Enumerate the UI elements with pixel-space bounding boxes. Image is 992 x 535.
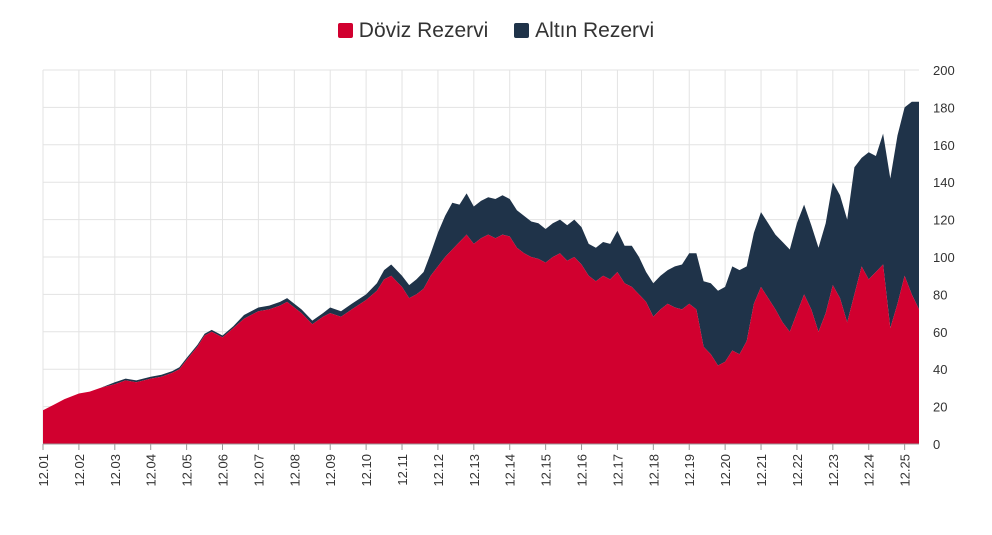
x-tick-label-9: 12.10 <box>359 454 374 487</box>
x-tick-label-13: 12.14 <box>503 454 518 487</box>
x-tick-label-24: 12.25 <box>898 454 913 487</box>
x-tick-label-8: 12.09 <box>323 454 338 487</box>
y-tick-label-4: 80 <box>933 287 947 302</box>
chart-legend: Döviz Rezervi Altın Rezervi <box>0 19 992 43</box>
x-tick-label-2: 12.03 <box>108 454 123 487</box>
x-tick-label-12: 12.13 <box>467 454 482 487</box>
y-tick-label-6: 120 <box>933 213 955 228</box>
x-tick-label-10: 12.11 <box>395 454 410 486</box>
legend-label-altin: Altın Rezervi <box>535 19 655 43</box>
y-tick-label-10: 200 <box>933 63 955 78</box>
x-tick-label-0: 12.01 <box>36 454 51 487</box>
y-tick-label-7: 140 <box>933 175 955 190</box>
x-tick-label-5: 12.06 <box>216 454 231 487</box>
x-tick-label-4: 12.05 <box>180 454 195 487</box>
x-tick-label-7: 12.08 <box>287 454 302 487</box>
area-altin-rezervi <box>43 101 919 411</box>
x-tick-label-3: 12.04 <box>144 454 159 487</box>
legend-swatch-altin <box>514 23 530 39</box>
x-tick-label-17: 12.18 <box>646 454 661 487</box>
x-tick-label-6: 12.07 <box>251 454 266 487</box>
x-tick-label-1: 12.02 <box>72 454 87 487</box>
x-tick-label-18: 12.19 <box>682 454 697 487</box>
y-tick-label-9: 180 <box>933 100 955 115</box>
x-tick-label-11: 12.12 <box>431 454 446 487</box>
y-tick-label-3: 60 <box>933 325 947 340</box>
x-tick-label-14: 12.15 <box>539 454 554 487</box>
x-tick-label-20: 12.21 <box>754 454 769 487</box>
x-tick-label-22: 12.23 <box>826 454 841 487</box>
y-tick-label-2: 40 <box>933 362 947 377</box>
y-tick-label-5: 100 <box>933 250 955 265</box>
x-tick-label-19: 12.20 <box>718 454 733 487</box>
y-tick-label-1: 20 <box>933 400 947 415</box>
x-tick-label-21: 12.22 <box>790 454 805 487</box>
x-tick-label-23: 12.24 <box>862 454 877 487</box>
legend-item-doviz[interactable]: Döviz Rezervi <box>337 19 489 43</box>
legend-swatch-doviz <box>337 23 353 39</box>
x-tick-label-16: 12.17 <box>610 454 625 487</box>
area-doviz-rezervi <box>43 234 919 444</box>
legend-item-altin[interactable]: Altın Rezervi <box>514 19 654 43</box>
y-tick-label-8: 160 <box>933 138 955 153</box>
legend-label-doviz: Döviz Rezervi <box>358 19 489 43</box>
y-tick-label-0: 0 <box>933 437 940 452</box>
x-tick-label-15: 12.16 <box>575 454 590 487</box>
